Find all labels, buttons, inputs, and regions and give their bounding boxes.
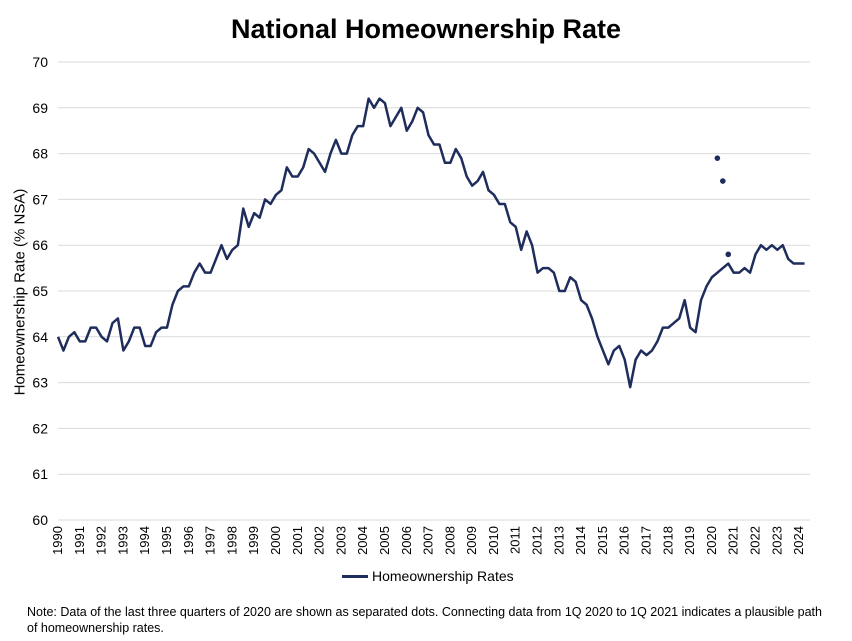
x-tick-label: 1993 <box>115 526 130 555</box>
footnote: Note: Data of the last three quarters of… <box>27 605 822 635</box>
y-tick-label: 67 <box>32 191 48 207</box>
series-line-homeownership-rates <box>56 97 805 389</box>
x-tick-label: 1997 <box>203 526 218 555</box>
x-tick-label: 1998 <box>224 526 239 555</box>
x-tick-label: 1990 <box>50 526 65 555</box>
x-tick-label: 2003 <box>333 526 348 555</box>
x-tick-label: 2020 <box>704 526 719 555</box>
x-tick-label: 2007 <box>421 526 436 555</box>
x-tick-label: 2017 <box>639 526 654 555</box>
gridlines <box>58 61 810 521</box>
y-tick-label: 64 <box>32 329 48 345</box>
separated-data-point <box>720 178 726 184</box>
x-tick-label: 2019 <box>682 526 697 555</box>
x-tick-label: 2012 <box>530 526 545 555</box>
y-tick-label: 70 <box>32 54 48 70</box>
x-tick-label: 2016 <box>617 526 632 555</box>
x-tick-label: 2000 <box>268 526 283 555</box>
x-tick-label: 1992 <box>94 526 109 555</box>
y-tick-label: 66 <box>32 237 48 253</box>
x-tick-label: 2009 <box>464 526 479 555</box>
y-tick-label: 69 <box>32 100 48 116</box>
x-tick-label: 2006 <box>399 526 414 555</box>
x-tick-label: 2014 <box>573 526 588 555</box>
x-tick-label: 2015 <box>595 526 610 555</box>
chart-title: National Homeownership Rate <box>230 14 622 44</box>
x-tick-label: 2024 <box>791 526 806 555</box>
x-tick-label: 2018 <box>660 526 675 555</box>
legend-label: Homeownership Rates <box>372 568 514 584</box>
x-tick-labels: 1990 1991 1992 1993 1994 1995 1996 1997 1998 1999… <box>50 526 806 555</box>
x-tick-label: 2022 <box>748 526 763 555</box>
separated-dots <box>714 155 732 258</box>
y-tick-label: 60 <box>32 512 48 528</box>
x-tick-label: 2002 <box>312 526 327 555</box>
x-tick-label: 2021 <box>726 526 741 555</box>
y-tick-label: 61 <box>32 466 48 482</box>
x-tick-label: 2023 <box>769 526 784 555</box>
x-tick-label: 1995 <box>159 526 174 555</box>
x-tick-label: 2004 <box>355 526 370 555</box>
separated-data-point <box>714 155 721 161</box>
x-tick-label: 2010 <box>486 526 501 555</box>
x-tick-label: 1994 <box>137 526 152 555</box>
x-tick-label: 1991 <box>72 526 87 555</box>
y-tick-label: 68 <box>32 146 48 162</box>
x-tick-label: 2011 <box>508 526 523 554</box>
y-tick-labels: 60 61 62 63 64 65 66 67 68 69 70 <box>32 54 48 528</box>
x-tick-label: 2013 <box>551 526 566 555</box>
x-tick-label: 2008 <box>442 526 457 555</box>
y-tick-label: 65 <box>32 283 48 299</box>
separated-data-point <box>725 251 732 258</box>
legend-swatch <box>342 574 368 578</box>
x-tick-label: 2005 <box>377 526 392 555</box>
y-tick-label: 62 <box>32 420 48 436</box>
x-tick-label: 1999 <box>246 526 261 555</box>
x-tick-label: 2001 <box>290 526 305 555</box>
legend: Homeownership Rates <box>342 567 514 585</box>
x-tick-label: 1996 <box>181 526 196 555</box>
y-tick-label: 63 <box>32 375 48 391</box>
